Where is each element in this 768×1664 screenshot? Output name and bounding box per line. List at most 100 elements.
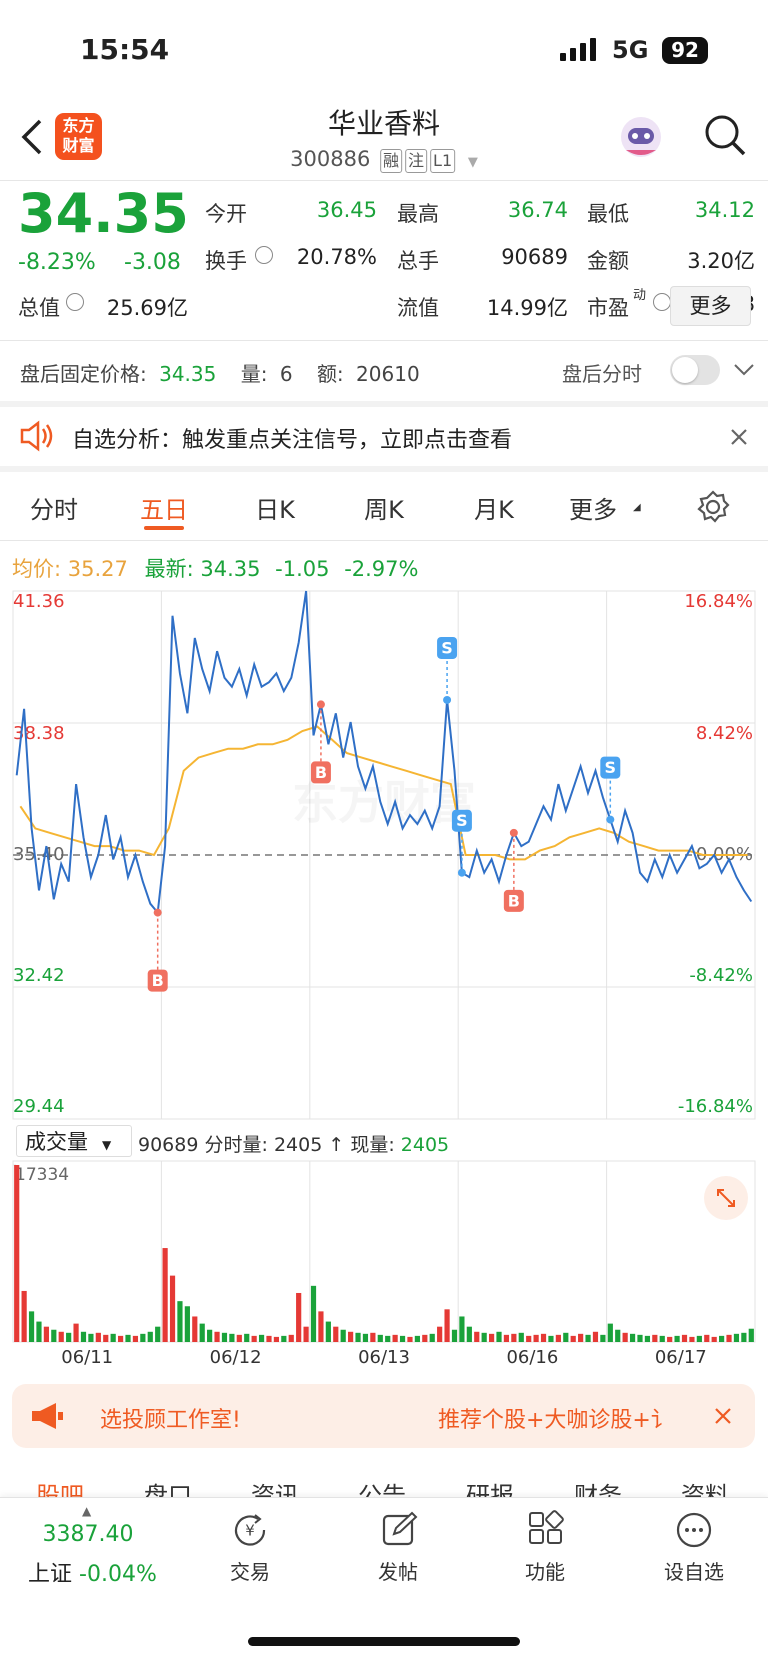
info-icon: [255, 246, 273, 264]
nav-label[interactable]: 交易: [230, 1560, 270, 1584]
volume-bar: [125, 1334, 131, 1342]
close-notice[interactable]: [729, 427, 749, 447]
stat-value: 90689: [501, 245, 568, 269]
watermark: 东方财富: [292, 776, 476, 830]
selector-text: 成交量: [25, 1130, 88, 1154]
chart-header: 均价: 35.27 最新: 34.35 -1.05 -2.97%: [12, 553, 418, 583]
volume-bar: [362, 1333, 369, 1342]
volume-bar: [310, 1285, 317, 1342]
signal-label: S: [441, 638, 453, 657]
separator: [0, 466, 768, 472]
volume-bar: [95, 1332, 101, 1342]
volume-bar: [407, 1336, 413, 1342]
signal-dot: [153, 908, 162, 917]
stat-value: 25.69亿: [106, 296, 188, 320]
watchlist-icon[interactable]: [674, 1510, 714, 1550]
y2-tick-label: -16.84%: [678, 1096, 753, 1117]
volume-bar: [667, 1336, 673, 1342]
volume-bar: [511, 1333, 517, 1342]
volume-bar: [533, 1334, 539, 1342]
function-icon[interactable]: [526, 1510, 566, 1550]
avg-value: 35.27: [67, 557, 128, 581]
close-banner[interactable]: [713, 1406, 733, 1426]
signal-dot: [509, 828, 518, 837]
volume-bar: [488, 1333, 495, 1342]
settings-button[interactable]: [696, 490, 730, 524]
post-icon[interactable]: [380, 1510, 420, 1550]
dropdown-arrow[interactable]: ▼: [467, 155, 478, 170]
volume-bar: [370, 1332, 376, 1342]
logo-text: 东方: [62, 116, 95, 135]
tab[interactable]: 周K: [364, 496, 404, 524]
label: 分时量:: [204, 1134, 268, 1156]
volume-bar: [437, 1326, 443, 1342]
value: 20610: [356, 362, 420, 386]
tab[interactable]: 分时: [30, 496, 78, 524]
volume-bar: [43, 1326, 49, 1342]
volume-bar: [704, 1334, 710, 1342]
volume-bar: [221, 1332, 228, 1342]
search-button[interactable]: [702, 112, 748, 158]
toggle[interactable]: [670, 355, 720, 385]
nav-label[interactable]: 功能: [525, 1560, 565, 1584]
volume-bar: [348, 1331, 354, 1342]
volume-bar: [288, 1334, 294, 1342]
promo-banner[interactable]: [12, 1384, 755, 1448]
signal-box: [451, 809, 472, 832]
notice-text[interactable]: 自选分析：触发重点关注信号，立即点击查看: [72, 428, 513, 453]
price-line: [15, 590, 753, 916]
volume-bar: [80, 1331, 87, 1342]
stat-label: 流值: [397, 296, 439, 320]
volume-bar: [184, 1306, 190, 1342]
volume-bar: [162, 1248, 168, 1342]
volume-frame: [12, 1160, 756, 1343]
expand-arrow[interactable]: [733, 362, 755, 378]
tab[interactable]: 月K: [474, 496, 514, 524]
nav-label[interactable]: 发帖: [378, 1560, 418, 1584]
nav-label[interactable]: 设自选: [664, 1560, 724, 1584]
tab[interactable]: 更多: [569, 496, 617, 524]
y2-tick-label: 8.42%: [696, 723, 753, 744]
volume-bar: [192, 1316, 198, 1342]
change-pct: -8.23%: [18, 250, 96, 275]
x-tick-label: 06/13: [358, 1347, 410, 1368]
volume-bar: [340, 1329, 346, 1342]
tab[interactable]: 日K: [255, 496, 295, 524]
trade-icon[interactable]: ¥: [230, 1510, 270, 1550]
tab[interactable]: 五日: [140, 496, 188, 524]
volume-bar: [51, 1329, 57, 1342]
volume-bar: [110, 1333, 116, 1342]
volume-selector[interactable]: 成交量 ▼: [16, 1125, 132, 1157]
volume-bar: [592, 1331, 599, 1342]
stat-value: 36.74: [507, 198, 568, 222]
signal-box: [600, 756, 621, 779]
volume-bar: [681, 1334, 688, 1342]
volume-bar: [169, 1275, 176, 1342]
arrow: ↑: [328, 1134, 345, 1156]
volume-bar: [622, 1332, 628, 1342]
robot-icon[interactable]: [616, 112, 666, 162]
signal-box: [437, 636, 458, 659]
volume-bar: [726, 1334, 732, 1342]
fullscreen-button[interactable]: [704, 1176, 748, 1220]
signal-label: S: [456, 811, 468, 830]
volume-bar: [399, 1335, 406, 1342]
volume-bar: [540, 1333, 547, 1342]
volume-bar: [429, 1333, 435, 1342]
stat-value: 36.45: [316, 198, 377, 222]
back-button[interactable]: [18, 118, 46, 156]
status-time: 15:54: [80, 33, 170, 66]
volume-bar: [459, 1316, 465, 1342]
stock-code-row: 300886 融注 L1 ▼: [290, 147, 478, 173]
stat-label: 最高: [397, 202, 439, 226]
volume-bar: [385, 1335, 391, 1342]
volume-bar: [748, 1328, 754, 1342]
volume-bar: [607, 1323, 613, 1342]
volume-bar: [570, 1335, 576, 1342]
index-row[interactable]: 上证 -0.04%: [28, 1556, 157, 1588]
volume-bar: [333, 1326, 339, 1342]
index-value[interactable]: 3387.40: [42, 1522, 134, 1547]
y-tick-label: 35.40: [13, 844, 65, 865]
more-button[interactable]: 更多: [670, 286, 751, 326]
